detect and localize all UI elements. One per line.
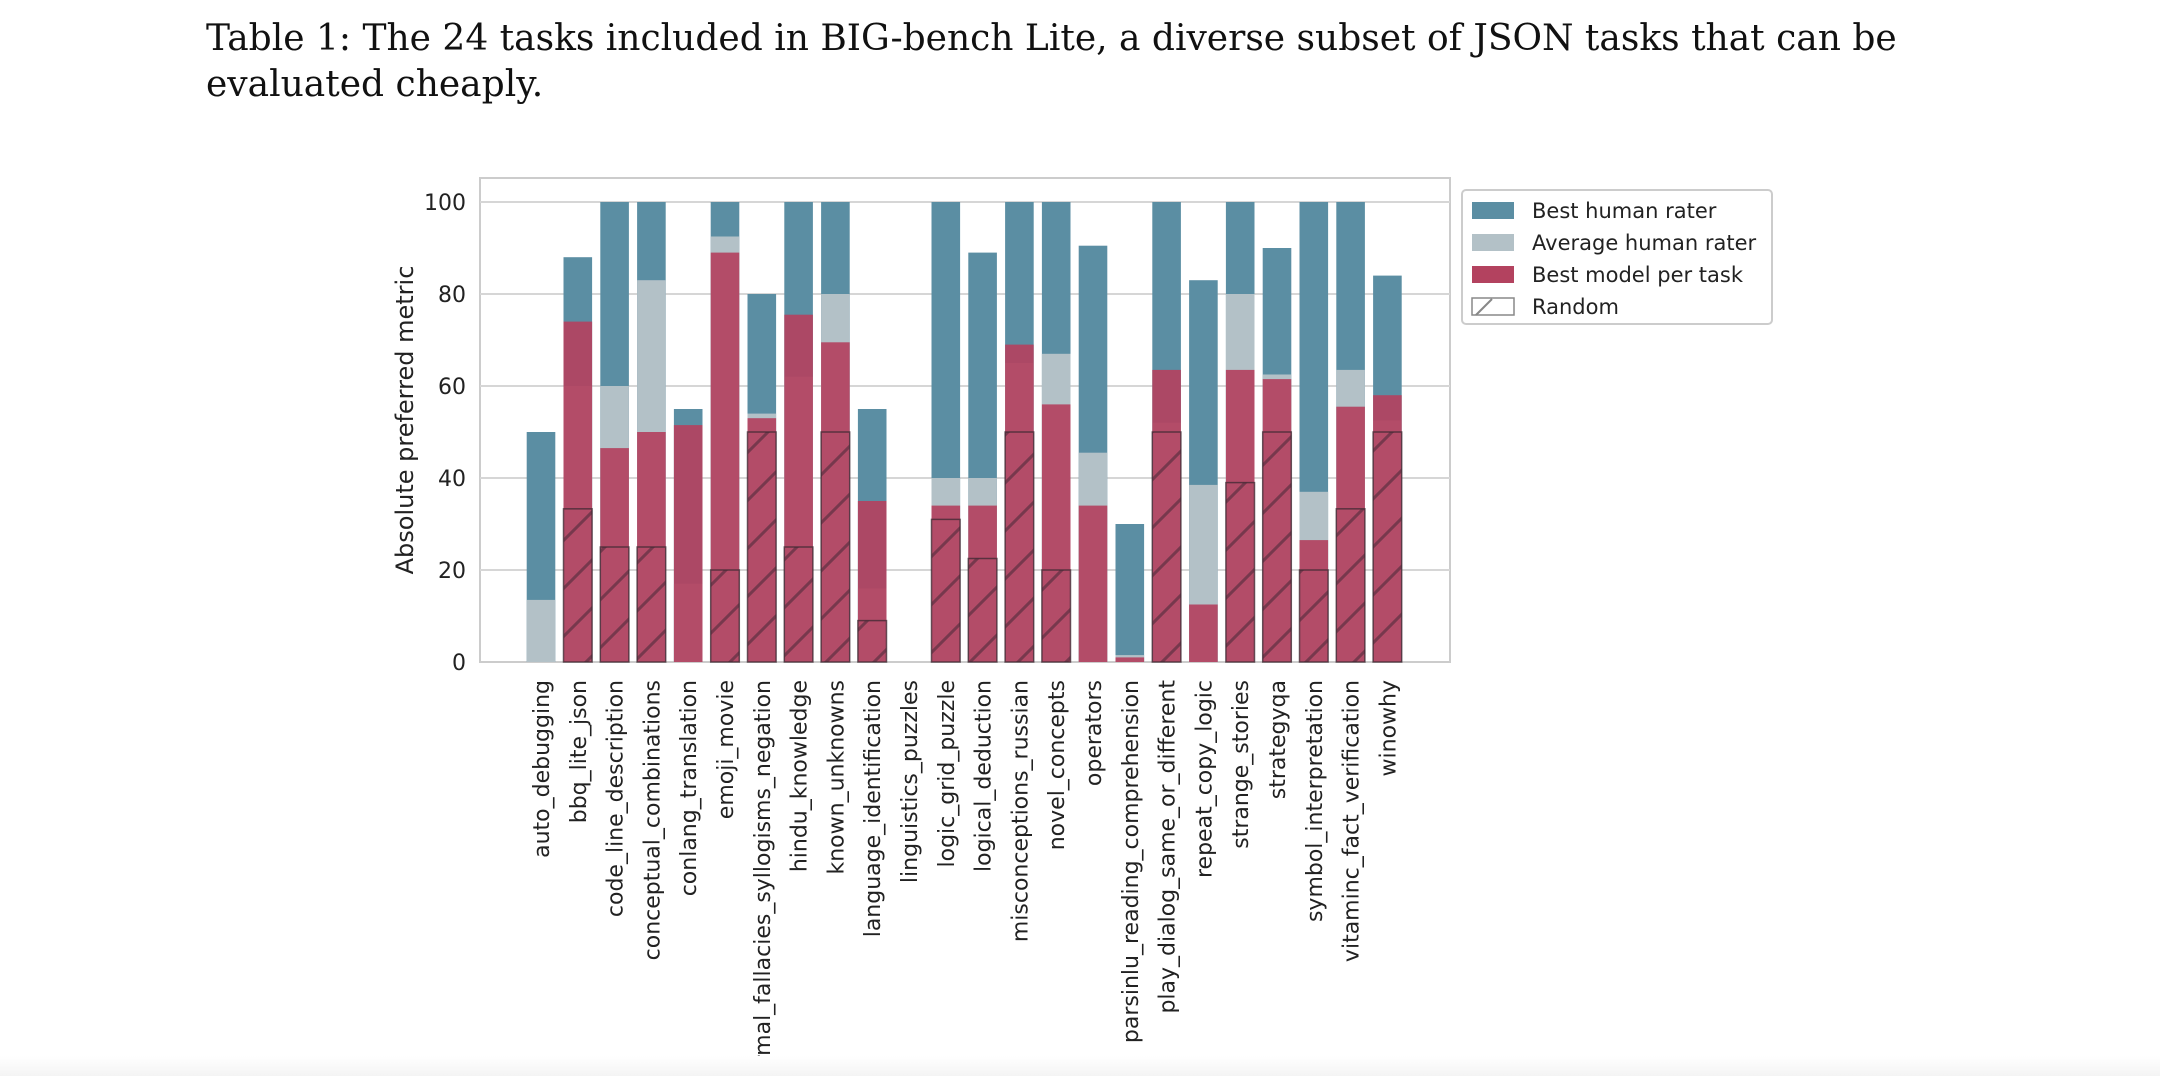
x-tick-label: misconceptions_russian: [1008, 680, 1033, 942]
page-bottom-edge: [0, 1056, 2160, 1076]
bar-random: [636, 546, 667, 663]
bar-random: [709, 569, 741, 663]
bar-random: [562, 508, 593, 663]
bar-group: [1004, 202, 1035, 663]
bar-random: [783, 546, 814, 663]
bar-random: [1335, 508, 1366, 663]
x-tick-label: hindu_knowledge: [788, 680, 813, 872]
bar-group: [783, 202, 814, 663]
legend-swatch: [1472, 234, 1514, 251]
x-tick-label: strange_stories: [1229, 680, 1254, 849]
bar-best-model: [1189, 604, 1218, 662]
legend-label: Random: [1532, 295, 1619, 319]
bar-group: [1261, 248, 1293, 663]
bars: [526, 202, 1403, 663]
axes: 0 20 40 60 80 100 auto_debugging bbq_lite_json c…: [424, 191, 1401, 1076]
bar-random: [930, 518, 961, 663]
bar-group: [820, 202, 851, 663]
x-tick-label: play_dialog_same_or_different: [1156, 680, 1181, 1014]
bar-best-human: [1115, 524, 1145, 662]
bar-random: [1151, 431, 1182, 663]
bar-best-model: [1078, 505, 1108, 662]
bar-group: [930, 202, 961, 663]
x-tick-label: bbq_lite_json: [567, 680, 592, 823]
bar-group: [1041, 202, 1072, 663]
y-tick-label: 60: [438, 375, 466, 400]
x-tick-label: formal_fallacies_syllogisms_negation: [751, 680, 776, 1076]
bar-random: [1261, 431, 1293, 663]
y-tick-label: 20: [438, 559, 466, 584]
x-tick-label: winowhy: [1376, 680, 1401, 776]
x-tick-label: parsinlu_reading_comprehension: [1119, 680, 1144, 1043]
legend: Best human rater Average human rater Best …: [1461, 189, 1773, 325]
bar-average-human: [526, 599, 556, 662]
bar-random: [1298, 569, 1329, 663]
bar-group: [1189, 280, 1218, 662]
legend-box: [1461, 189, 1773, 325]
bar-group: [746, 294, 777, 663]
x-tick-label: symbol_interpretation: [1303, 680, 1328, 922]
legend-hatch-mark: [1475, 298, 1493, 316]
x-tick-label: logical_deduction: [972, 680, 997, 872]
x-tick-label: code_line_description: [604, 680, 629, 917]
legend-swatch: [1472, 266, 1514, 283]
x-tick-label: strategyqa: [1266, 680, 1291, 799]
bar-random: [746, 431, 777, 663]
bar-group: [1115, 524, 1145, 662]
bar-random: [599, 546, 630, 663]
legend-label: Best model per task: [1532, 263, 1744, 287]
bar-group: [636, 202, 667, 663]
bar-random: [967, 557, 998, 663]
bar-group: [1335, 202, 1366, 663]
legend-label: Best human rater: [1532, 199, 1717, 223]
x-tick-label: repeat_copy_logic: [1192, 680, 1217, 878]
legend-swatch-random: [1471, 297, 1515, 316]
bar-group: [526, 432, 556, 662]
bar-group: [1151, 202, 1182, 663]
x-tick-label: known_unknowns: [824, 680, 849, 875]
bar-group: [673, 409, 703, 662]
bar-group: [967, 252, 998, 663]
legend-swatch: [1472, 202, 1514, 219]
y-tick-label: 80: [438, 283, 466, 308]
bar-best-model: [673, 425, 703, 662]
bar-random: [1372, 431, 1403, 663]
bar-group: [1372, 275, 1403, 663]
x-tick-label: linguistics_puzzles: [898, 680, 923, 883]
x-tick-label: novel_concepts: [1045, 680, 1070, 850]
x-tick-label: emoji_movie: [714, 680, 739, 819]
bar-random: [1225, 481, 1256, 663]
bar-group: [857, 409, 888, 663]
x-tick-label: conceptual_combinations: [640, 680, 665, 960]
x-tick-label: language_identification: [861, 680, 886, 937]
bar-random: [820, 431, 851, 663]
x-tick-label: conlang_translation: [677, 680, 702, 896]
bar-group: [709, 202, 741, 663]
bar-group: [562, 257, 593, 663]
bar-group: [1298, 202, 1329, 663]
bar-group: [1225, 202, 1256, 663]
y-tick-label: 40: [438, 467, 466, 492]
x-tick-label: vitaminc_fact_verification: [1340, 680, 1365, 962]
bar-random: [1004, 431, 1035, 663]
x-tick-label: logic_grid_puzzle: [935, 680, 960, 867]
x-tick-label: operators: [1082, 680, 1107, 786]
y-axis-label: Absolute preferred metric: [391, 266, 419, 575]
bar-random: [857, 619, 888, 663]
y-tick-label: 0: [452, 651, 466, 676]
bar-group: [1078, 245, 1108, 662]
bar-best-model: [1115, 657, 1145, 662]
bar-group: [599, 202, 630, 663]
table-caption: Table 1: The 24 tasks included in BIG-be…: [206, 18, 1897, 105]
y-tick-label: 100: [424, 191, 466, 216]
x-tick-label: auto_debugging: [530, 680, 555, 858]
legend-label: Average human rater: [1532, 231, 1756, 255]
bar-random: [1041, 569, 1072, 663]
